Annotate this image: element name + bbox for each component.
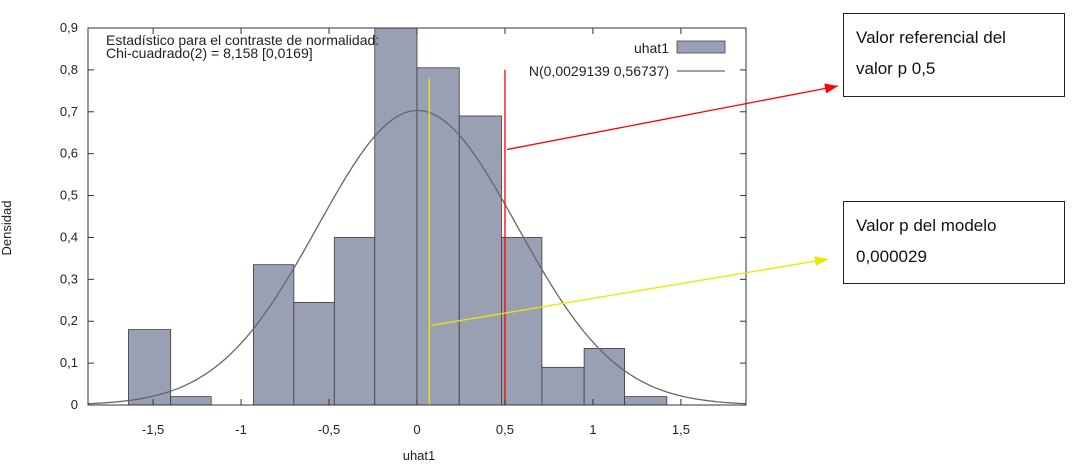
legend: uhat1 N(0,0029139 0,56737) <box>529 40 726 79</box>
arrow-reference-line <box>506 85 839 151</box>
x-tick-label: -1 <box>235 422 247 437</box>
legend-label-normal: N(0,0029139 0,56737) <box>529 63 669 79</box>
histogram-bar <box>170 396 212 406</box>
x-tick-label: 0,5 <box>496 422 514 437</box>
x-tick-label: -1,5 <box>142 422 164 437</box>
legend-label-histogram: uhat1 <box>634 40 669 56</box>
y-tick-label: 0,2 <box>60 313 78 328</box>
callout-model-line1: Valor p del modelo <box>856 216 997 235</box>
histogram-bar <box>293 301 335 406</box>
histogram-bar <box>416 67 460 406</box>
y-axis-label: Densidad <box>0 201 14 256</box>
normality-test-line2: Chi-cuadrado(2) = 8,158 [0,0169] <box>106 45 313 61</box>
y-tick-label: 0,9 <box>60 20 78 35</box>
x-tick-label: -0,5 <box>318 422 340 437</box>
normal-curve <box>87 109 747 405</box>
histogram-bar <box>333 237 376 406</box>
arrow-model-p-head <box>814 256 828 267</box>
normality-test-line1: Estadístico para el contraste de normali… <box>106 32 379 48</box>
x-tick-label: 1 <box>589 422 596 437</box>
histogram-bar <box>374 27 418 406</box>
y-tick-label: 0 <box>71 397 78 412</box>
histogram-bar <box>583 348 626 406</box>
callout-model-p-value: Valor p del modelo 0,000029 <box>843 201 1065 284</box>
y-tick-label: 0,1 <box>60 355 78 370</box>
histogram-bar <box>501 237 543 406</box>
histogram-bar <box>541 366 585 406</box>
legend-swatch-histogram <box>676 40 726 54</box>
histogram-bar <box>252 264 295 406</box>
y-tick-label: 0,5 <box>60 188 78 203</box>
x-axis-label: uhat1 <box>403 448 436 463</box>
callout-reference-p-value: Valor referencial del valor p 0,5 <box>843 13 1065 97</box>
y-tick-label: 0,6 <box>60 146 78 161</box>
histogram-bar <box>458 115 502 406</box>
callout-reference-line2: valor p 0,5 <box>856 59 936 78</box>
histogram-bar <box>624 396 668 406</box>
callout-reference-line1: Valor referencial del <box>856 28 1006 47</box>
y-tick-label: 0,4 <box>60 229 78 244</box>
callout-model-line2: 0,000029 <box>856 247 927 266</box>
arrow-reference-head <box>824 83 838 94</box>
histogram-bar <box>128 329 172 406</box>
y-tick-label: 0,7 <box>60 104 78 119</box>
y-tick-label: 0,3 <box>60 271 78 286</box>
x-tick-label: 1,5 <box>672 422 690 437</box>
y-tick-label: 0,8 <box>60 62 78 77</box>
arrow-model-p-line <box>431 258 829 327</box>
x-tick-label: 0 <box>413 422 420 437</box>
